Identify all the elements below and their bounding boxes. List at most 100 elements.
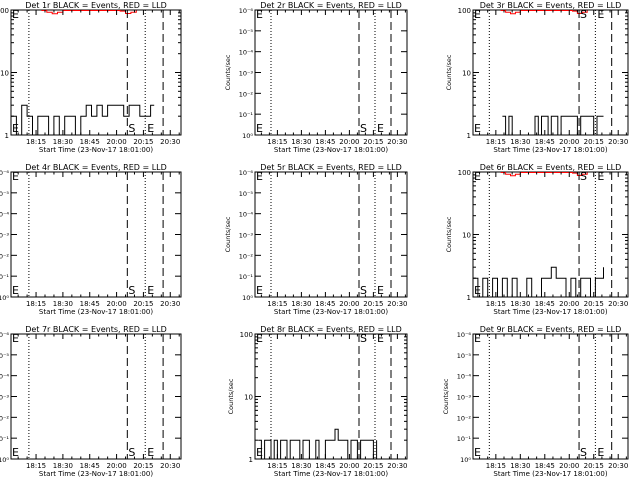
x-axis-label: Start Time (23-Nov-17 18:01:00) [274, 146, 388, 154]
x-tick-label: 18:15 [486, 300, 506, 308]
x-tick-label: 18:30 [53, 300, 73, 308]
y-tick-label: 10⁻⁴ [457, 373, 472, 381]
y-tick-label: 100 [458, 7, 471, 15]
y-tick-label: 10⁻¹ [457, 435, 472, 443]
chart-title: Det 7r BLACK = Events, RED = LLD [25, 325, 167, 334]
y-tick-label: 10⁻¹ [239, 111, 254, 119]
y-tick-label: 10⁻⁵ [239, 190, 254, 198]
marker-s: S [580, 8, 587, 21]
x-tick-label: 18:30 [510, 462, 530, 470]
x-tick-label: 20:15 [584, 462, 604, 470]
x-tick-label: 18:15 [267, 462, 287, 470]
y-tick-label: 10⁻⁶ [0, 169, 9, 177]
chart-title: Det 9r BLACK = Events, RED = LLD [480, 325, 622, 334]
x-tick-label: 20:30 [387, 138, 407, 146]
y-axis-label: Counts/sec [445, 216, 453, 252]
marker-e-left-bottom: E [12, 446, 19, 459]
x-tick-label: 18:15 [267, 138, 287, 146]
x-tick-label: 18:15 [26, 462, 46, 470]
chart-title: Det 4r BLACK = Events, RED = LLD [25, 163, 167, 172]
x-axis-label: Start Time (23-Nov-17 18:01:00) [39, 470, 153, 478]
series-line-1 [473, 266, 604, 298]
marker-e-left: E [256, 8, 263, 21]
x-tick-label: 18:45 [535, 138, 555, 146]
x-tick-label: 20:30 [608, 462, 628, 470]
x-tick-label: 20:30 [160, 300, 180, 308]
marker-e-right: E [147, 446, 154, 459]
marker-e-right: E [147, 284, 154, 297]
marker-e-left-bottom: E [474, 284, 481, 297]
marker-e-left: E [12, 332, 19, 345]
y-tick-label: 10⁻⁵ [0, 190, 9, 198]
x-tick-label: 18:30 [53, 462, 73, 470]
chart-panel-1: Det 1r BLACK = Events, RED = LLDCounts/s… [0, 1, 182, 154]
x-tick-label: 18:30 [53, 138, 73, 146]
series-line-1 [258, 428, 378, 460]
marker-s: S [128, 446, 135, 459]
chart-panel-8: Det 8r BLACK = Events, RED = LLD Counts/s… [227, 325, 408, 478]
marker-e-right: E [377, 284, 384, 297]
x-tick-label: 18:15 [26, 138, 46, 146]
y-tick-label: 10⁰ [242, 294, 253, 302]
marker-e-left-bottom: E [474, 122, 481, 135]
x-tick-label: 20:30 [608, 300, 628, 308]
marker-s: S [360, 332, 367, 345]
x-tick-label: 18:45 [80, 300, 100, 308]
x-tick-label: 18:45 [80, 138, 100, 146]
x-tick-label: 20:00 [339, 300, 359, 308]
x-tick-label: 20:00 [106, 138, 126, 146]
chart-panel-7: Det 7r BLACK = Events, RED = LLDCounts/s… [0, 325, 182, 478]
marker-e-left-bottom: E [256, 446, 263, 459]
y-axis-label: Counts/sec [224, 216, 232, 252]
y-tick-label: 100 [0, 7, 9, 15]
x-tick-label: 18:45 [315, 462, 335, 470]
x-tick-label: 18:15 [267, 300, 287, 308]
y-tick-label: 10⁻⁵ [239, 28, 254, 36]
marker-s: S [580, 170, 587, 183]
y-tick-label: 10⁰ [460, 456, 471, 464]
y-tick-label: 10⁻⁴ [0, 373, 9, 381]
chart-panel-2: Det 2r BLACK = Events, RED = LLD Counts/s… [224, 1, 408, 154]
chart-panel-3: Det 3r BLACK = Events, RED = LLD Counts/s… [445, 1, 629, 154]
x-tick-label: 20:15 [363, 138, 383, 146]
y-axis-label: Counts/sec [224, 54, 232, 90]
y-tick-label: 10⁻³ [0, 232, 9, 240]
plot-frame [10, 171, 182, 298]
x-tick-label: 18:45 [535, 300, 555, 308]
marker-e-right: E [597, 8, 604, 21]
x-tick-label: 18:30 [510, 138, 530, 146]
y-tick-label: 10⁻⁴ [0, 211, 9, 219]
plot-frame [472, 9, 629, 136]
y-tick-label: 10⁻³ [457, 394, 472, 402]
series-line-1 [11, 104, 155, 136]
y-tick-label: 10⁻⁴ [239, 49, 254, 57]
marker-e-left: E [474, 332, 481, 345]
marker-s: S [580, 446, 587, 459]
chart-title: Det 3r BLACK = Events, RED = LLD [480, 1, 622, 10]
x-tick-label: 18:45 [315, 138, 335, 146]
x-tick-label: 20:30 [160, 138, 180, 146]
y-tick-label: 10⁻⁵ [0, 352, 9, 360]
chart-panel-9: Det 9r BLACK = Events, RED = LLD Counts/s… [442, 325, 629, 478]
marker-s: S [128, 122, 135, 135]
marker-e-right: E [597, 446, 604, 459]
marker-e-left-bottom: E [12, 284, 19, 297]
x-tick-label: 20:00 [106, 300, 126, 308]
x-tick-label: 18:30 [291, 462, 311, 470]
x-tick-label: 18:30 [510, 300, 530, 308]
marker-e-left-bottom: E [474, 446, 481, 459]
series-line-2 [500, 10, 588, 15]
marker-e-right: E [377, 332, 384, 345]
x-axis-label: Start Time (23-Nov-17 18:01:00) [39, 146, 153, 154]
y-tick-label: 10⁻⁶ [0, 331, 9, 339]
x-tick-label: 20:00 [106, 462, 126, 470]
x-tick-label: 20:00 [559, 138, 579, 146]
y-tick-label: 1 [249, 456, 253, 464]
y-tick-label: 10⁻⁶ [239, 169, 254, 177]
marker-e-left-bottom: E [256, 122, 263, 135]
chart-panel-5: Det 5r BLACK = Events, RED = LLD Counts/s… [224, 163, 408, 316]
x-axis-label: Start Time (23-Nov-17 18:01:00) [39, 308, 153, 316]
y-tick-label: 10⁻⁴ [239, 211, 254, 219]
y-tick-label: 100 [240, 331, 253, 339]
